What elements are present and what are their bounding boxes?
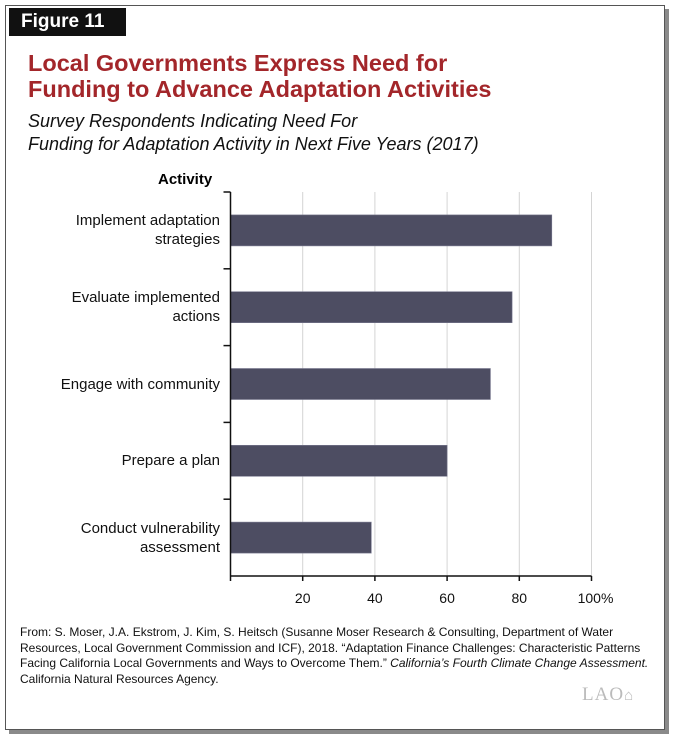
x-tick-label: 20 <box>295 590 311 606</box>
chart-title: Local Governments Express Need for Fundi… <box>28 50 492 102</box>
bar <box>230 444 448 477</box>
figure-frame <box>5 5 665 730</box>
subtitle-line: Funding for Adaptation Activity in Next … <box>28 134 479 154</box>
bar <box>230 291 513 324</box>
category-label-line: Prepare a plan <box>121 452 220 470</box>
category-label-line: Evaluate implemented <box>71 289 220 307</box>
title-line: Funding to Advance Adaptation Activities <box>28 76 492 102</box>
chart-subtitle: Survey Respondents Indicating Need For F… <box>28 110 479 156</box>
category-label-line: Engage with community <box>60 375 220 393</box>
x-tick-label: 100% <box>578 590 614 606</box>
title-line: Local Governments Express Need for <box>28 50 448 76</box>
category-label: Conduct vulnerability assessment <box>0 519 220 557</box>
subtitle-line: Survey Respondents Indicating Need For <box>28 111 358 131</box>
x-tick-label: 40 <box>367 590 383 606</box>
y-axis-title: Activity <box>158 171 213 188</box>
bar <box>230 521 372 554</box>
category-label-line: Implement adaptation <box>75 212 220 230</box>
category-label: Engage with community <box>0 375 220 394</box>
source-note: From: S. Moser, J.A. Ekstrom, J. Kim, S.… <box>20 625 660 687</box>
category-label-line: actions <box>172 308 220 326</box>
source-agency: California Natural Resources Agency. <box>20 671 219 686</box>
category-label: Evaluate implemented actions <box>0 288 220 326</box>
x-tick-label: 60 <box>439 590 455 606</box>
bar <box>230 368 491 400</box>
source-publication: California’s Fourth Climate Change Asses… <box>390 656 649 670</box>
category-label-line: Conduct vulnerability <box>80 519 220 537</box>
figure-label: Figure 11 <box>9 8 126 36</box>
category-label: Implement adaptation strategies <box>0 211 220 249</box>
category-label-line: assessment <box>139 538 220 556</box>
bar <box>230 214 553 247</box>
category-label-line: strategies <box>154 231 220 249</box>
source-text: From: S. Moser, J.A. Ekstrom, J. Kim, S.… <box>20 625 641 670</box>
category-label: Prepare a plan <box>0 451 220 470</box>
x-tick-label: 80 <box>512 590 528 606</box>
lao-logo: LAO⌂ <box>582 684 635 705</box>
